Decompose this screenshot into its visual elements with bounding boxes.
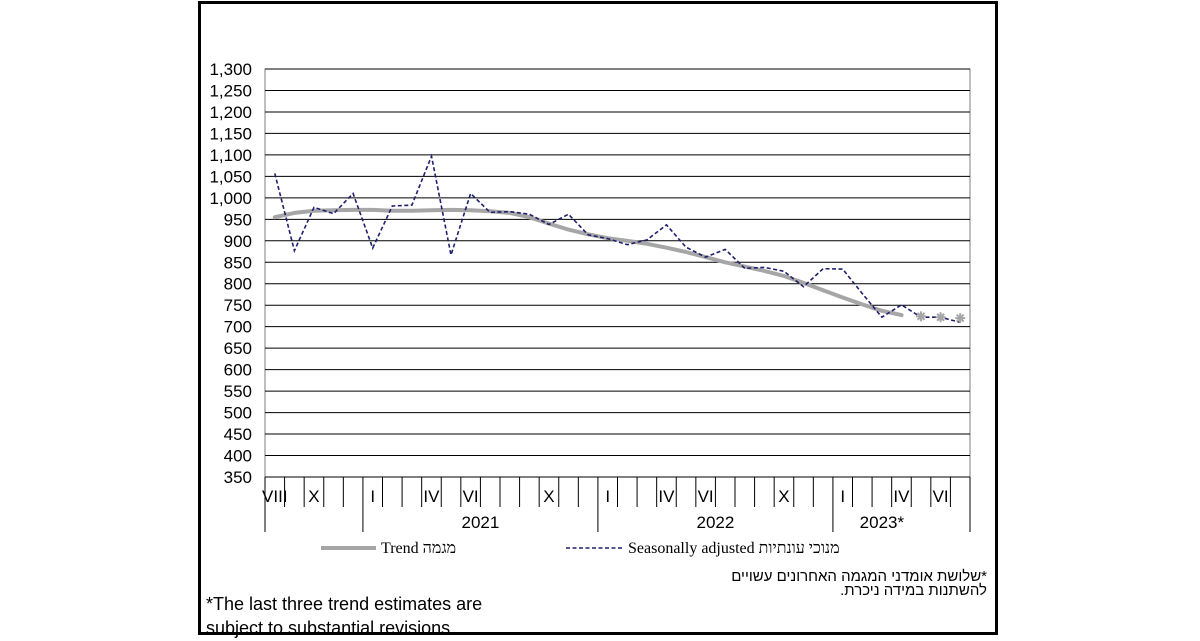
y-tick-label: 1,250 [209, 81, 252, 100]
trend-estimate-marker [955, 313, 966, 324]
y-tick-label: 550 [224, 382, 252, 401]
x-tick-label: IV [893, 487, 910, 506]
gridlines [264, 68, 971, 478]
seasonally-adjusted-line [274, 153, 961, 324]
x-tick-label: I [840, 487, 845, 506]
y-tick-label: 1,050 [209, 167, 252, 186]
x-tick-label: X [308, 487, 319, 506]
x-tick-label: IV [423, 487, 440, 506]
y-tick-label: 1,000 [209, 189, 252, 208]
x-year-label: 2023* [860, 513, 905, 532]
legend-sa-label: Seasonally adjusted מנוכי עונתיות [628, 540, 840, 557]
x-year-label: 2021 [462, 513, 500, 532]
english-footnote: *The last three trend estimates are subj… [206, 592, 482, 640]
x-tick-label: X [543, 487, 554, 506]
hebrew-footnote: *שלושת אומדני המגמה האחרונים עשויים להשת… [731, 568, 987, 599]
y-tick-label: 850 [224, 253, 252, 272]
hebrew-footnote-line-2: להשתנות במידה ניכרת. [840, 582, 987, 599]
hebrew-footnote-line-1: *שלושת אומדני המגמה האחרונים עשויים [731, 568, 987, 585]
y-tick-label: 700 [224, 318, 252, 337]
x-tick-label: VI [933, 487, 949, 506]
english-footnote-line-2: subject to substantial revisions. [206, 618, 456, 638]
y-tick-label: 450 [224, 425, 252, 444]
x-tick-label: VIII [262, 487, 288, 506]
line-chart: 1,300 1,250 1,200 1,150 1,100 1,050 1,000 950 90… [209, 60, 971, 557]
y-tick-label: 1,200 [209, 103, 252, 122]
y-tick-label: 1,150 [209, 124, 252, 143]
x-tick-label: I [370, 487, 375, 506]
legend: Trend מגמה Seasonally adjusted מנוכי עונ… [321, 540, 840, 557]
x-tick-label: X [778, 487, 789, 506]
series-layer [272, 153, 966, 324]
chart-frame: 1,300 1,250 1,200 1,150 1,100 1,050 1,000 950 90… [198, 1, 998, 638]
x-tick-label: IV [658, 487, 675, 506]
plot-area-border [264, 68, 971, 478]
y-tick-label: 350 [224, 468, 252, 487]
y-tick-label: 600 [224, 361, 252, 380]
x-tick-label: VI [698, 487, 714, 506]
y-tick-label: 500 [224, 404, 252, 423]
x-axis: VIII X I IV VI X I IV VI X I IV VI 2021 2022 2023* [262, 477, 971, 532]
y-tick-label: 1,100 [209, 146, 252, 165]
english-footnote-line-1: *The last three trend estimates are [206, 594, 483, 614]
trend-estimate-marker [916, 311, 927, 322]
y-tick-label: 400 [224, 447, 252, 466]
y-tick-label: 950 [224, 210, 252, 229]
y-tick-label: 650 [224, 339, 252, 358]
x-tick-label: VI [463, 487, 479, 506]
trend-estimate-marker [935, 312, 946, 323]
y-tick-label: 800 [224, 275, 252, 294]
y-tick-label: 1,300 [209, 60, 252, 79]
legend-trend-label: Trend מגמה [381, 540, 456, 557]
x-year-label: 2022 [697, 513, 735, 532]
y-axis-tick-labels: 1,300 1,250 1,200 1,150 1,100 1,050 1,000 950 90… [209, 60, 252, 487]
y-tick-label: 750 [224, 296, 252, 315]
y-tick-label: 900 [224, 232, 252, 251]
x-tick-label: I [605, 487, 610, 506]
